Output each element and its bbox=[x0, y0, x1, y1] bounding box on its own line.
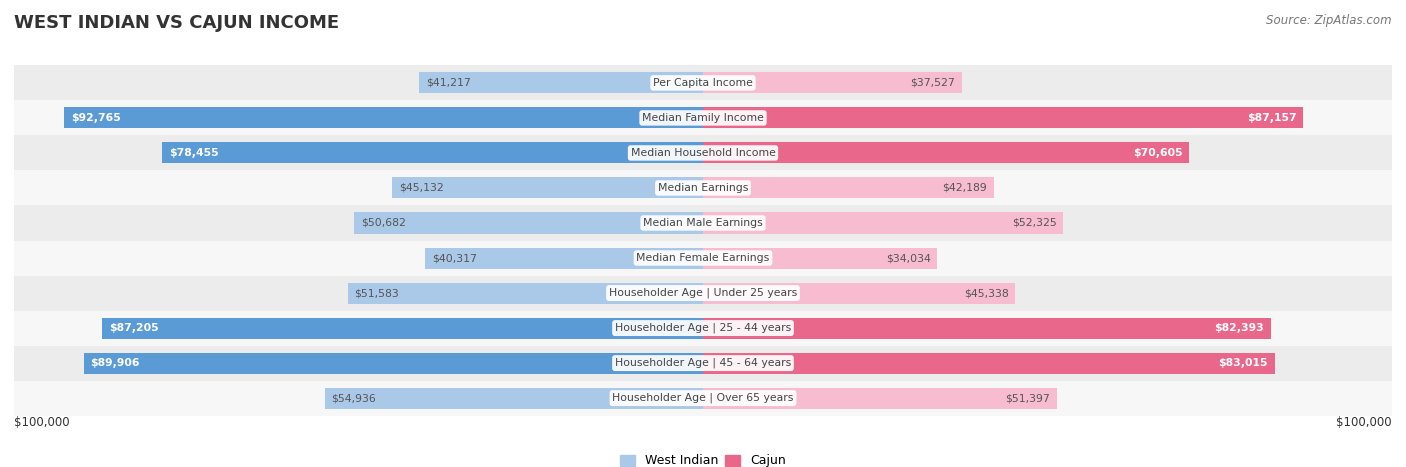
Bar bbox=[103, 318, 703, 339]
Bar bbox=[14, 65, 1392, 100]
Bar bbox=[703, 388, 1057, 409]
Bar bbox=[14, 205, 1392, 241]
Text: Householder Age | 45 - 64 years: Householder Age | 45 - 64 years bbox=[614, 358, 792, 368]
Bar bbox=[703, 72, 962, 93]
Text: $45,338: $45,338 bbox=[963, 288, 1008, 298]
Text: Householder Age | Under 25 years: Householder Age | Under 25 years bbox=[609, 288, 797, 298]
Bar bbox=[163, 142, 703, 163]
Bar bbox=[354, 212, 703, 234]
Legend: West Indian, Cajun: West Indian, Cajun bbox=[616, 449, 790, 467]
Bar bbox=[14, 100, 1392, 135]
Bar bbox=[14, 381, 1392, 416]
Bar bbox=[419, 72, 703, 93]
Text: $78,455: $78,455 bbox=[169, 148, 219, 158]
Text: $54,936: $54,936 bbox=[332, 393, 377, 403]
Text: $92,765: $92,765 bbox=[70, 113, 121, 123]
Text: $100,000: $100,000 bbox=[1336, 416, 1392, 429]
Text: $89,906: $89,906 bbox=[90, 358, 141, 368]
Text: $83,015: $83,015 bbox=[1219, 358, 1268, 368]
Bar bbox=[703, 177, 994, 198]
Text: $52,325: $52,325 bbox=[1012, 218, 1056, 228]
Text: Per Capita Income: Per Capita Income bbox=[652, 78, 754, 88]
Bar bbox=[703, 212, 1063, 234]
Text: Householder Age | Over 65 years: Householder Age | Over 65 years bbox=[612, 393, 794, 403]
Text: Median Earnings: Median Earnings bbox=[658, 183, 748, 193]
Bar bbox=[14, 276, 1392, 311]
Bar bbox=[14, 170, 1392, 205]
Text: WEST INDIAN VS CAJUN INCOME: WEST INDIAN VS CAJUN INCOME bbox=[14, 14, 339, 32]
Bar bbox=[14, 135, 1392, 170]
Bar bbox=[703, 248, 938, 269]
Bar bbox=[703, 107, 1303, 128]
Bar bbox=[347, 283, 703, 304]
Bar bbox=[703, 283, 1015, 304]
Text: $42,189: $42,189 bbox=[942, 183, 987, 193]
Text: $100,000: $100,000 bbox=[14, 416, 70, 429]
Text: $41,217: $41,217 bbox=[426, 78, 471, 88]
Bar bbox=[703, 318, 1271, 339]
Text: $87,157: $87,157 bbox=[1247, 113, 1296, 123]
Text: $37,527: $37,527 bbox=[910, 78, 955, 88]
Bar bbox=[14, 311, 1392, 346]
Text: $45,132: $45,132 bbox=[399, 183, 444, 193]
Bar bbox=[325, 388, 703, 409]
Text: Householder Age | 25 - 44 years: Householder Age | 25 - 44 years bbox=[614, 323, 792, 333]
Text: Source: ZipAtlas.com: Source: ZipAtlas.com bbox=[1267, 14, 1392, 27]
Text: $34,034: $34,034 bbox=[886, 253, 931, 263]
Bar bbox=[63, 107, 703, 128]
Text: $70,605: $70,605 bbox=[1133, 148, 1182, 158]
Bar bbox=[703, 353, 1275, 374]
Text: Median Family Income: Median Family Income bbox=[643, 113, 763, 123]
Text: Median Male Earnings: Median Male Earnings bbox=[643, 218, 763, 228]
Text: $87,205: $87,205 bbox=[110, 323, 159, 333]
Bar bbox=[703, 142, 1189, 163]
Bar bbox=[392, 177, 703, 198]
Bar bbox=[83, 353, 703, 374]
Bar bbox=[425, 248, 703, 269]
Text: Median Household Income: Median Household Income bbox=[630, 148, 776, 158]
Bar bbox=[14, 346, 1392, 381]
Text: $51,397: $51,397 bbox=[1005, 393, 1050, 403]
Text: $51,583: $51,583 bbox=[354, 288, 399, 298]
Bar bbox=[14, 241, 1392, 276]
Text: Median Female Earnings: Median Female Earnings bbox=[637, 253, 769, 263]
Text: $50,682: $50,682 bbox=[361, 218, 405, 228]
Text: $82,393: $82,393 bbox=[1213, 323, 1264, 333]
Text: $40,317: $40,317 bbox=[432, 253, 477, 263]
